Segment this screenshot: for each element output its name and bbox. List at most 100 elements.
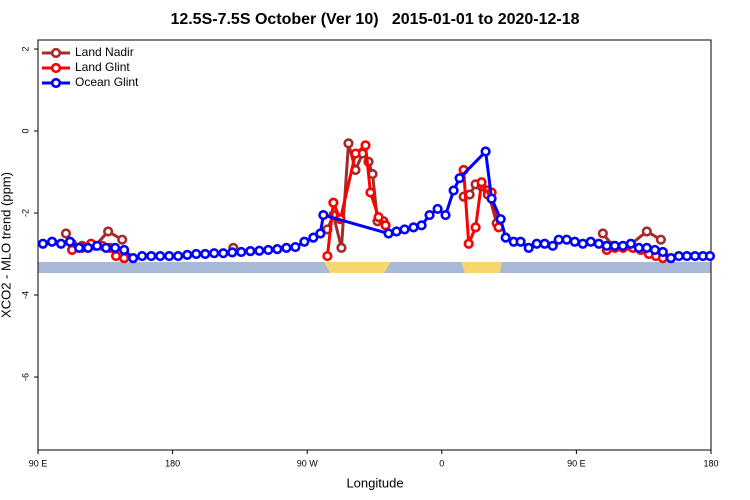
data-point <box>561 234 572 245</box>
x-tick-label: 90 W <box>297 458 319 468</box>
data-point <box>218 248 229 259</box>
data-point <box>290 241 301 253</box>
data-point <box>641 242 652 253</box>
data-point <box>110 242 121 253</box>
data-point <box>495 214 506 225</box>
data-point <box>91 240 103 251</box>
data-point <box>308 232 319 243</box>
y-tick-label: -2 <box>20 209 30 217</box>
data-point <box>470 222 481 233</box>
data-point <box>380 220 391 231</box>
land-ocean-strip <box>38 262 711 273</box>
data-point <box>463 238 474 249</box>
data-point <box>681 250 693 262</box>
chart-title: 12.5S-7.5S October (Ver 10) 2015-01-01 t… <box>170 11 579 28</box>
data-point <box>128 253 139 264</box>
data-point <box>408 222 419 233</box>
y-tick-label: -4 <box>20 291 30 299</box>
data-point <box>263 244 274 256</box>
data-point <box>119 253 130 264</box>
data-point <box>577 238 588 249</box>
x-tick-label: 180 <box>703 458 718 468</box>
data-point <box>399 224 410 235</box>
data-point <box>424 209 435 221</box>
data-point <box>164 250 175 262</box>
data-point <box>597 228 608 239</box>
data-point <box>315 228 326 239</box>
legend-label: Land Glint <box>75 60 130 74</box>
data-point <box>360 140 371 151</box>
legend-marker <box>50 77 62 89</box>
data-point <box>539 238 550 249</box>
data-point <box>454 173 465 184</box>
data-point <box>633 242 645 253</box>
data-point <box>146 250 157 262</box>
data-point <box>416 220 427 231</box>
data-point <box>281 242 292 253</box>
data-point <box>673 250 684 262</box>
data-point <box>119 244 130 256</box>
data-point <box>318 209 329 221</box>
data-point <box>480 146 491 157</box>
data-point <box>83 242 94 253</box>
data-point <box>704 250 716 262</box>
y-axis-label: XCO2 - MLO trend (ppm) <box>0 172 13 318</box>
data-point <box>55 238 67 249</box>
data-point <box>254 245 265 256</box>
data-point <box>593 238 604 249</box>
data-point <box>649 244 661 256</box>
data-point <box>100 242 112 253</box>
data-point <box>500 232 511 243</box>
series-line <box>64 142 662 249</box>
data-point <box>322 250 333 262</box>
data-point <box>182 249 193 260</box>
x-axis-label: Longitude <box>346 475 403 490</box>
data-point <box>569 236 580 247</box>
data-point <box>373 212 384 223</box>
legend-label: Ocean Glint <box>75 75 139 89</box>
data-point <box>609 240 620 251</box>
y-tick-label: 2 <box>20 47 30 52</box>
data-point <box>440 209 451 221</box>
data-point <box>117 234 128 245</box>
data-point <box>657 246 668 258</box>
legend-label: Land Nadir <box>75 45 134 59</box>
data-point <box>391 226 402 237</box>
data-point <box>531 238 542 249</box>
data-point <box>155 250 166 262</box>
data-point <box>432 203 443 215</box>
data-point <box>103 226 114 237</box>
data-point <box>383 228 394 239</box>
data-point <box>136 250 148 262</box>
data-point <box>191 248 202 260</box>
data-point <box>448 185 459 196</box>
data-point <box>515 236 526 247</box>
x-tick-label: 180 <box>165 458 180 468</box>
data-point <box>328 197 339 208</box>
data-point <box>601 240 612 251</box>
data-point <box>617 240 629 251</box>
x-tick-label: 0 <box>439 458 444 468</box>
data-point <box>209 248 220 259</box>
data-point <box>110 250 122 262</box>
data-point <box>37 238 49 249</box>
y-tick-label: 0 <box>20 129 30 134</box>
data-point <box>46 236 58 247</box>
data-point <box>173 250 184 262</box>
y-tick-label: -6 <box>20 373 30 381</box>
data-point <box>365 187 376 198</box>
data-point <box>299 236 310 247</box>
data-point <box>553 234 564 245</box>
data-point <box>523 242 534 253</box>
data-point <box>74 242 85 253</box>
data-point <box>336 242 347 253</box>
data-point <box>585 236 596 247</box>
data-point <box>200 248 211 260</box>
data-point <box>486 193 497 204</box>
x-tick-label: 90 E <box>567 458 586 468</box>
data-point <box>64 236 76 247</box>
data-point <box>547 240 558 251</box>
data-point <box>641 226 652 237</box>
data-point <box>245 246 256 257</box>
